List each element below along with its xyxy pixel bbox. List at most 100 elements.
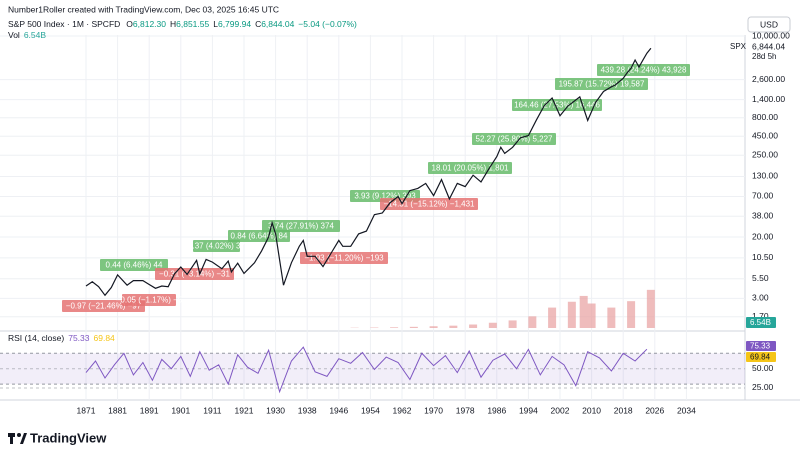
x-tick-label: 1978 [456,405,475,415]
volume-bar [579,295,588,328]
currency-button[interactable] [747,16,791,33]
y-tick-label: 10.50 [752,252,774,262]
symbol: SPX [730,42,747,51]
ohlc-name: C [255,19,261,29]
volume-tag [746,317,776,328]
x-tick-label: 1938 [298,405,317,415]
x-tick-label: 1911 [203,405,222,415]
annotation-box [380,198,478,210]
annotation-box [193,240,240,252]
annotation-text: −1.93 (−11.20%) −193 [304,254,384,263]
ohlc-name: O [126,19,133,29]
brand: TradingView [30,430,107,445]
volume-bar [409,326,418,328]
logo-part [17,433,21,437]
annotation-box [100,259,168,271]
x-tick-label: 1962 [393,405,412,415]
annotation-text: −14.31 (−15.12%) −1,431 [384,200,476,209]
x-tick-label: 1986 [487,405,506,415]
rsi-tick-label: 50.00 [752,363,774,373]
volume-bar [488,322,497,328]
annotation-text: 0.44 (6.46%) 44 [106,261,163,270]
last-price: 6,844.04 [752,41,785,51]
y-tick-label: 250.00 [752,150,778,160]
annotation-text: 18.01 (20.05%) 1,801 [432,164,509,173]
x-tick-label: 1994 [519,405,538,415]
annotation-box [300,252,388,264]
volume-bar [646,289,655,328]
logo-part [10,433,13,444]
legend: S&P 500 Index · 1M · SPCFD O6,812.30 H6,85… [8,19,357,29]
volume-bar [390,327,399,328]
volume-bar [429,326,438,328]
y-tick-label: 450.00 [752,131,778,141]
annotation-text: 439.28 (24.24%) 43,928 [601,66,687,75]
ohlc-value: 6,851.55 [176,19,209,29]
volume-bar [587,303,596,328]
annotation-text: 195.87 (15.72%) 19,587 [559,80,645,89]
change: −5.04 (−0.07%) [298,19,357,29]
annotation-box [512,99,602,111]
volume-bar [548,307,557,328]
annotation-box [555,78,648,90]
volume-legend: Vol 6.54B [8,30,46,40]
x-tick-label: 1871 [77,405,96,415]
ohlc-name: H [170,19,176,29]
rsi-title: RSI (14, close) [8,333,64,343]
last-price-tag [748,40,798,62]
rsi-line [85,346,648,394]
rsi-last: 75.33 [68,333,90,343]
annotation-box [155,268,234,280]
annotation-text: −0.31 (−3.14%) −31 [159,270,230,279]
y-tick-label: 70.00 [752,191,774,201]
annotation-text: 3.74 (27.91%) 374 [268,222,334,231]
x-tick-label: 1954 [361,405,380,415]
annotation-text: 0.84 (6.64%) 84 [231,232,288,241]
volume-bar [627,301,636,328]
x-tick-label: 1970 [424,405,443,415]
annotation-text: 164.46 (27.53%) 16,446 [514,101,600,110]
annotation-box [597,64,690,76]
ohlc-value: 6,812.30 [133,19,166,29]
vol-value: 6.54B [24,30,47,40]
y-tick-label: 38.00 [752,210,774,220]
y-tick-label: 5.50 [752,273,769,283]
annotation-text: −0.05 (−1.17%) −5 [116,296,183,305]
annotation-box [472,133,556,145]
x-tick-label: 1930 [266,405,285,415]
volume-bar [607,307,616,328]
annotation-box [228,230,290,242]
x-tick-label: 1921 [235,405,254,415]
x-tick-label: 2026 [645,405,664,415]
price-line [85,47,652,297]
rsi-ma-tag-text: 69.84 [750,353,771,362]
y-tick-label: 1,400.00 [752,94,785,104]
x-tick-label: 2018 [614,405,633,415]
rsi-ma-tag [746,352,776,362]
y-tick-label: 10,000.00 [752,30,790,40]
rsi-tag-text: 75.33 [750,342,771,351]
annotation-text: −0.97 (−21.46%) −97 [66,302,142,311]
x-tick-label: 2002 [551,405,570,415]
ohlc-name: L [213,19,218,29]
currency[interactable]: USD [760,19,778,29]
x-tick-label: 1946 [329,405,348,415]
brand-logo [8,433,27,444]
countdown: 28d 5h [752,52,776,61]
legend-title: S&P 500 Index · 1M · SPCFD [8,19,120,29]
annotation-box [122,294,176,306]
annotation-text: 3.93 (9.12%) 393 [354,192,416,201]
volume-bar [449,325,458,328]
annotation-text: 52.27 (25.80%) 5,227 [476,135,553,144]
y-tick-label: 20.00 [752,231,774,241]
volume-bar [528,316,537,328]
volume-bar [469,324,478,328]
x-tick-label: 2034 [677,405,696,415]
y-tick-label: 800.00 [752,112,778,122]
rsi-ma-last: 69.84 [94,333,116,343]
volume-bar [508,320,517,328]
ohlc-value: 6,844.04 [261,19,294,29]
rsi-legend: RSI (14, close) 75.33 69.84 [8,333,115,343]
